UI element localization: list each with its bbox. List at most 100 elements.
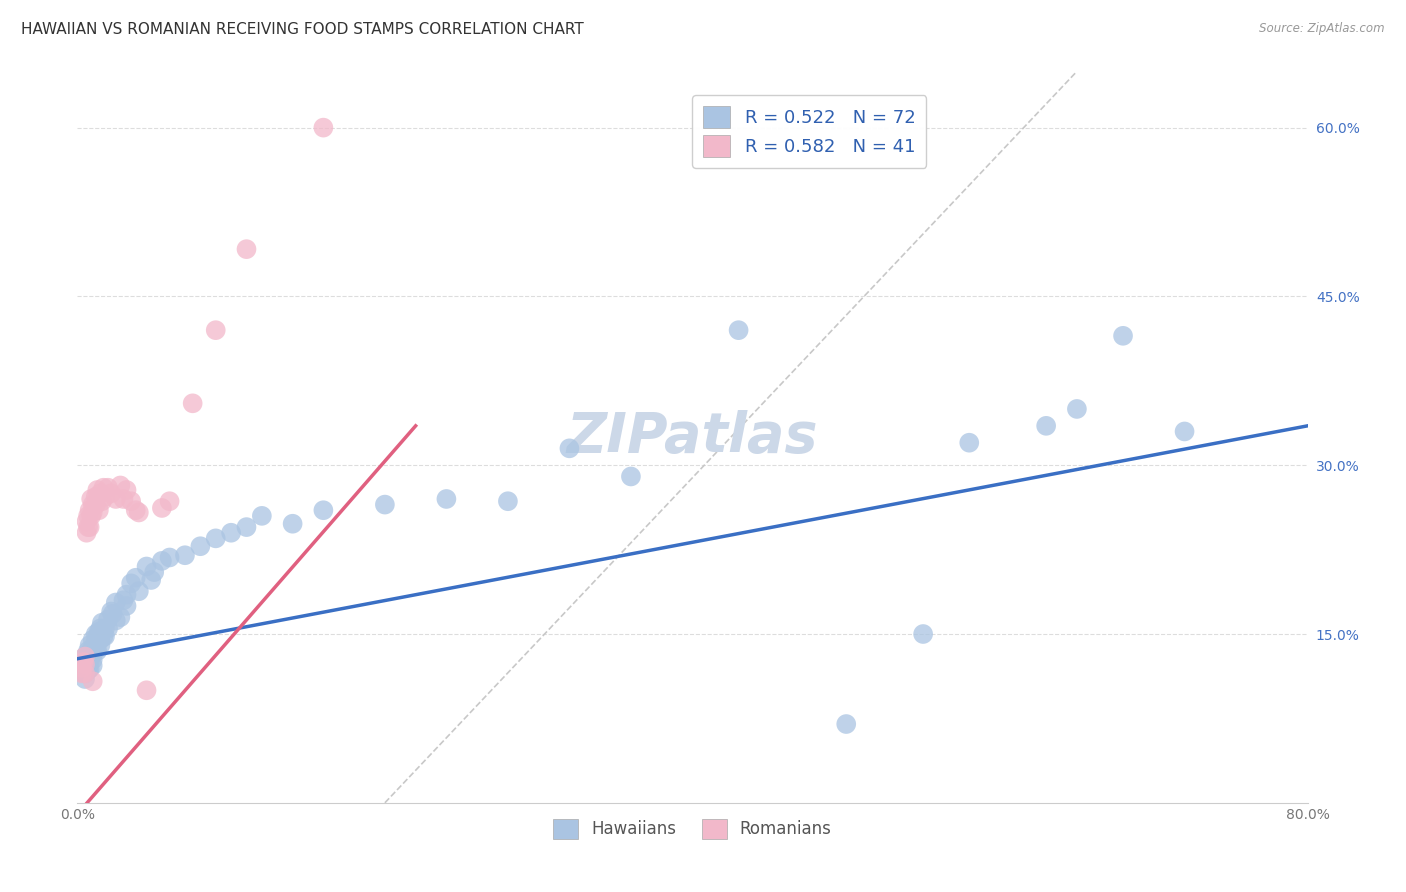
Point bbox=[93, 481, 115, 495]
Point bbox=[80, 491, 103, 506]
Point bbox=[86, 644, 108, 658]
Point bbox=[1066, 401, 1088, 416]
Point bbox=[84, 635, 107, 649]
Point bbox=[115, 483, 138, 497]
Point bbox=[1035, 418, 1057, 433]
Point bbox=[89, 632, 111, 647]
Point bbox=[835, 717, 858, 731]
Point bbox=[104, 595, 127, 609]
Point bbox=[90, 615, 114, 630]
Point bbox=[100, 486, 122, 500]
Point bbox=[235, 242, 257, 256]
Point bbox=[141, 573, 163, 587]
Point bbox=[84, 490, 107, 504]
Point bbox=[73, 649, 96, 664]
Point bbox=[84, 642, 107, 657]
Point bbox=[94, 629, 117, 643]
Point bbox=[150, 500, 173, 515]
Point bbox=[79, 662, 101, 676]
Point bbox=[235, 520, 257, 534]
Point bbox=[76, 525, 98, 540]
Point bbox=[120, 494, 142, 508]
Point bbox=[957, 435, 980, 450]
Point bbox=[125, 503, 148, 517]
Point bbox=[82, 506, 104, 520]
Point bbox=[112, 491, 135, 506]
Point bbox=[90, 494, 114, 508]
Point bbox=[79, 503, 101, 517]
Point bbox=[620, 469, 643, 483]
Point bbox=[82, 658, 104, 673]
Point bbox=[84, 627, 107, 641]
Point bbox=[436, 491, 458, 506]
Point bbox=[89, 629, 111, 643]
Point bbox=[188, 539, 212, 553]
Point bbox=[115, 599, 138, 613]
Point bbox=[125, 571, 148, 585]
Point bbox=[101, 607, 124, 621]
Point bbox=[112, 593, 135, 607]
Point bbox=[150, 554, 173, 568]
Point bbox=[77, 663, 100, 677]
Point bbox=[82, 640, 104, 655]
Point bbox=[72, 655, 94, 669]
Point bbox=[143, 565, 166, 579]
Point bbox=[79, 646, 101, 660]
Point bbox=[159, 550, 181, 565]
Point bbox=[104, 614, 127, 628]
Point bbox=[77, 652, 100, 666]
Point bbox=[82, 653, 104, 667]
Point bbox=[89, 486, 111, 500]
Point bbox=[79, 638, 101, 652]
Point bbox=[73, 666, 96, 681]
Point bbox=[82, 632, 104, 647]
Point bbox=[204, 323, 226, 337]
Point bbox=[110, 610, 132, 624]
Point bbox=[115, 588, 138, 602]
Point bbox=[374, 498, 396, 512]
Legend: Hawaiians, Romanians: Hawaiians, Romanians bbox=[547, 812, 838, 846]
Point bbox=[159, 494, 181, 508]
Point bbox=[70, 661, 93, 675]
Point bbox=[94, 490, 117, 504]
Point bbox=[82, 674, 104, 689]
Text: Source: ZipAtlas.com: Source: ZipAtlas.com bbox=[1260, 22, 1385, 36]
Point bbox=[104, 491, 127, 506]
Point bbox=[89, 638, 111, 652]
Point bbox=[73, 661, 96, 675]
Point bbox=[128, 584, 150, 599]
Point bbox=[79, 520, 101, 534]
Point bbox=[250, 508, 273, 523]
Point bbox=[73, 666, 96, 681]
Point bbox=[120, 576, 142, 591]
Point bbox=[73, 649, 96, 664]
Point bbox=[93, 629, 115, 643]
Point bbox=[86, 483, 108, 497]
Point bbox=[1174, 425, 1197, 439]
Point bbox=[97, 621, 120, 635]
Point bbox=[174, 548, 197, 562]
Point bbox=[558, 442, 581, 456]
Point bbox=[79, 654, 101, 668]
Point bbox=[80, 508, 103, 523]
Point bbox=[135, 683, 157, 698]
Point bbox=[181, 396, 204, 410]
Point bbox=[312, 120, 335, 135]
Point bbox=[496, 494, 519, 508]
Point bbox=[70, 666, 93, 681]
Point bbox=[77, 508, 100, 523]
Point bbox=[128, 506, 150, 520]
Point bbox=[84, 498, 107, 512]
Point bbox=[281, 516, 304, 531]
Point bbox=[204, 532, 226, 546]
Point bbox=[86, 629, 108, 643]
Point bbox=[100, 605, 122, 619]
Point bbox=[312, 503, 335, 517]
Point bbox=[94, 621, 117, 635]
Point bbox=[912, 627, 935, 641]
Point bbox=[89, 621, 111, 635]
Point bbox=[87, 624, 110, 639]
Point bbox=[87, 503, 110, 517]
Text: HAWAIIAN VS ROMANIAN RECEIVING FOOD STAMPS CORRELATION CHART: HAWAIIAN VS ROMANIAN RECEIVING FOOD STAM… bbox=[21, 22, 583, 37]
Point bbox=[77, 520, 100, 534]
